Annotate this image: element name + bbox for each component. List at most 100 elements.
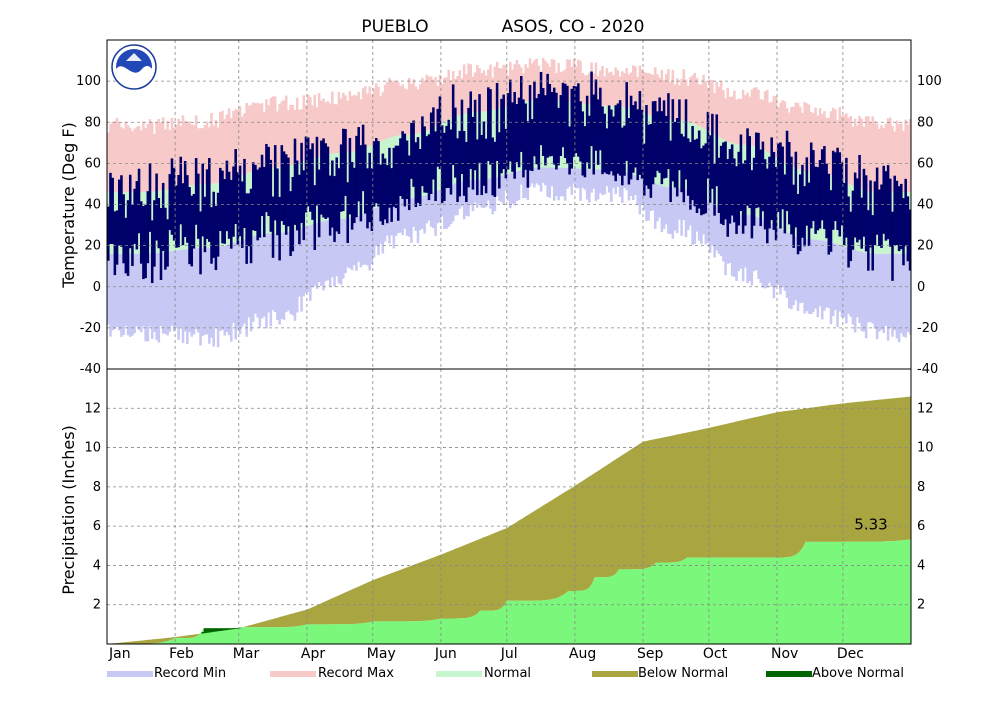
month-label: Sep: [637, 646, 664, 662]
observed-temp-bar: [662, 100, 666, 179]
observed-temp-bar: [737, 151, 741, 226]
record-min-bar: [260, 234, 264, 319]
record-max-bar: [748, 96, 751, 146]
observed-temp-bar: [864, 175, 868, 252]
record-min-bar: [133, 253, 136, 334]
record-min-bar: [515, 171, 519, 202]
record-min-bar: [146, 253, 150, 342]
record-min-bar: [355, 216, 358, 271]
record-min-bar: [816, 239, 820, 318]
observed-temp-bar: [537, 93, 541, 170]
observed-temp-bar: [675, 118, 679, 197]
record-max-bar: [612, 75, 615, 106]
record-max-bar: [357, 91, 360, 151]
record-max-bar: [212, 125, 215, 184]
record-min-bar: [331, 219, 334, 278]
record-min-bar: [309, 225, 312, 301]
observed-temp-bar: [757, 132, 760, 208]
observed-temp-bar: [607, 105, 611, 175]
record-min-bar: [126, 253, 130, 336]
record-max-bar: [618, 76, 622, 107]
observed-temp-bar: [812, 150, 815, 222]
record-min-bar: [471, 179, 475, 212]
record-min-bar: [320, 221, 323, 286]
observed-temp-bar: [572, 85, 576, 157]
record-max-bar: [842, 115, 846, 182]
observed-temp-bar: [671, 99, 675, 182]
observed-temp-bar: [214, 205, 218, 271]
observed-temp-bar: [379, 164, 382, 222]
record-min-bar: [645, 179, 648, 221]
below-normal-area: [107, 396, 911, 644]
record-max-bar: [889, 117, 892, 193]
record-max-bar: [434, 76, 437, 127]
observed-temp-bar: [561, 82, 565, 148]
record-min-bar: [234, 242, 237, 340]
record-max-bar: [201, 128, 205, 185]
record-max-bar: [361, 88, 365, 149]
observed-temp-bar: [735, 166, 738, 234]
record-min-bar: [258, 234, 262, 328]
record-max-bar: [744, 95, 747, 145]
record-max-bar: [236, 109, 240, 177]
record-min-bar: [403, 198, 407, 229]
observed-temp-bar: [590, 71, 593, 147]
record-max-bar: [856, 125, 859, 188]
record-max-bar: [416, 89, 420, 134]
observed-temp-bar: [526, 121, 530, 188]
observed-temp-bar: [546, 73, 549, 158]
record-min-bar: [188, 248, 191, 333]
record-min-bar: [284, 232, 288, 313]
record-max-bar: [577, 59, 580, 104]
observed-temp-bar: [563, 83, 567, 159]
record-min-bar: [128, 253, 132, 337]
observed-temp-bar: [539, 71, 543, 146]
observed-temp-bar: [300, 142, 303, 223]
observed-temp-bar: [823, 146, 826, 230]
observed-temp-bar: [126, 200, 130, 276]
observed-temp-bar: [251, 162, 255, 231]
observed-temp-bar: [487, 87, 490, 162]
record-max-bar: [150, 121, 154, 192]
observed-temp-bar: [302, 170, 306, 241]
observed-temp-bar: [878, 189, 881, 246]
observed-temp-bar: [128, 174, 132, 249]
record-min-bar: [684, 189, 688, 238]
record-max-bar: [700, 84, 703, 128]
record-max-bar: [194, 115, 198, 185]
record-min-bar: [873, 253, 877, 329]
record-min-bar: [366, 211, 369, 266]
record-min-bar: [208, 247, 211, 344]
record-min-bar: [640, 178, 644, 204]
observed-temp-bar: [818, 159, 822, 229]
record-min-bar: [150, 253, 154, 339]
observed-temp-bar: [203, 196, 207, 253]
record-min-bar: [177, 250, 180, 340]
record-max-bar: [739, 98, 743, 145]
record-min-bar: [364, 212, 367, 265]
record-min-bar: [197, 248, 200, 333]
record-min-bar: [662, 186, 666, 229]
record-max-bar: [458, 70, 462, 115]
observed-temp-bar: [632, 105, 635, 173]
record-max-bar: [471, 76, 475, 113]
observed-temp-bar: [109, 172, 112, 245]
record-max-bar: [533, 60, 536, 101]
record-min-bar: [192, 248, 196, 335]
record-max-bar: [511, 69, 514, 105]
record-max-bar: [493, 66, 497, 110]
record-min-bar: [265, 233, 268, 329]
record-min-bar: [783, 231, 787, 291]
record-max-bar: [337, 91, 341, 154]
observed-temp-bar: [638, 91, 642, 175]
record-max-bar: [796, 103, 800, 170]
observed-temp-bar: [353, 167, 356, 224]
record-max-bar: [243, 113, 246, 175]
record-max-bar: [122, 128, 125, 193]
record-max-bar: [205, 121, 209, 184]
record-max-bar: [394, 81, 398, 137]
observed-temp-bar: [656, 111, 659, 171]
record-max-bar: [722, 90, 725, 140]
observed-temp-bar: [895, 180, 899, 246]
record-min-bar: [212, 247, 215, 347]
